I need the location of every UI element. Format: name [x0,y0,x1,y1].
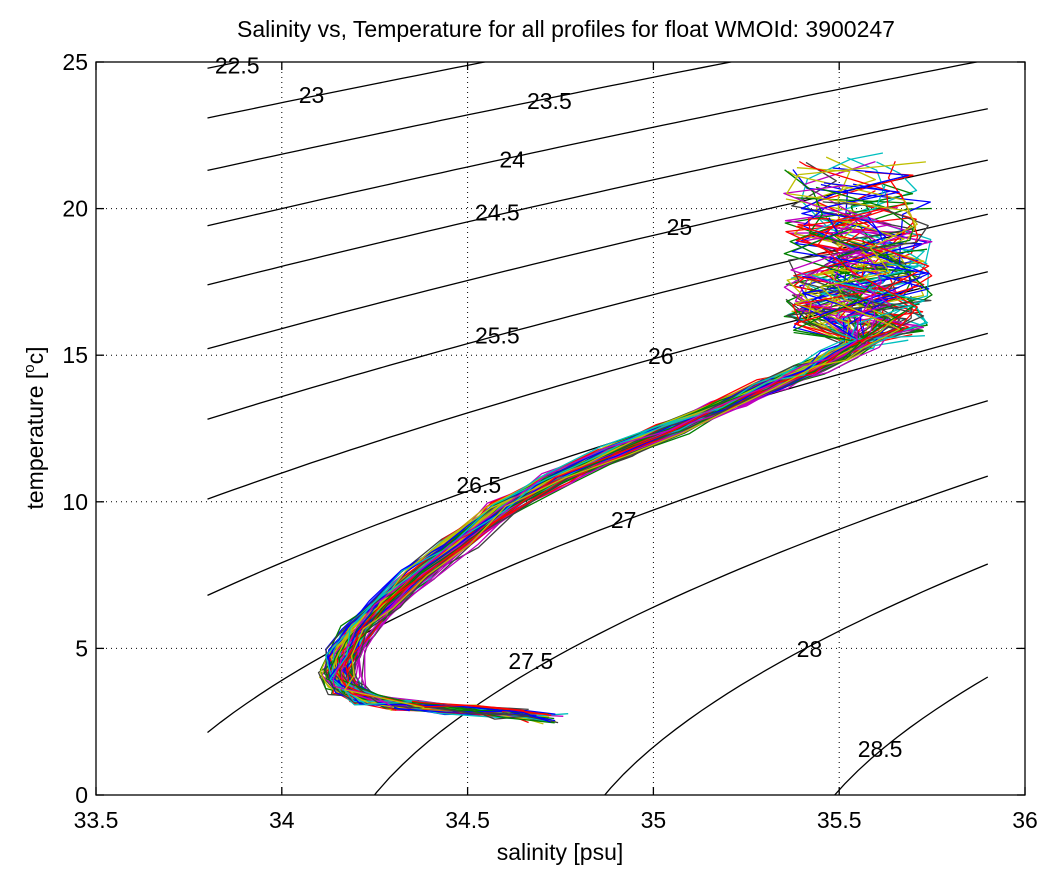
x-tick-label: 35.5 [817,807,862,833]
y-axis-label-sup: o [21,364,38,372]
profile-line [357,260,876,710]
y-tick-label: 25 [62,49,88,75]
profile-line [342,217,930,712]
contour-label-27.5: 27.5 [508,648,553,674]
y-tick-label: 5 [75,635,88,661]
contour-label-24: 24 [499,147,525,173]
density-contour-24.5 [207,108,988,286]
profile-line [336,193,918,716]
profile-line [330,250,875,714]
x-tick-label: 34 [269,807,295,833]
profile-line [325,169,933,724]
profile-line [338,228,874,707]
chart-title: Salinity vs, Temperature for all profile… [237,16,895,42]
profile-line [329,336,855,716]
profile-line [329,329,858,706]
profile-line [325,161,913,705]
profile-line [344,216,914,715]
density-contour-23 [207,62,489,119]
profile-line [329,338,860,705]
y-tick-label: 0 [75,782,88,808]
density-contour-24 [207,62,980,227]
y-tick-label: 10 [62,489,88,515]
profile-line [327,336,855,722]
y-tick-label: 15 [62,342,88,368]
contour-label-24.5: 24.5 [475,199,520,225]
profile-line [336,242,922,712]
contour-label-22.5: 22.5 [215,53,260,79]
profile-lines [317,152,933,725]
profile-line [331,335,925,720]
y-axis-label-main: temperature [ [22,372,48,509]
profile-line [335,331,866,720]
contour-label-23: 23 [299,82,325,108]
contour-label-25.5: 25.5 [475,322,520,348]
profile-line [330,309,856,715]
contour-label-25: 25 [667,214,693,240]
density-contour-27.5 [373,475,989,795]
profile-line [347,201,929,717]
contour-label-26.5: 26.5 [456,472,501,498]
grid [96,62,1025,795]
x-tick-label: 33.5 [74,807,119,833]
y-axis-label: temperature [oc] [21,346,48,509]
x-tick-label: 35 [641,807,667,833]
contour-label-27: 27 [611,507,637,533]
profile-line [332,245,874,707]
density-contour-28.5 [833,676,989,795]
profile-line [360,262,922,707]
y-tick-label: 20 [62,196,88,222]
profile-line [335,297,850,708]
profile-line [320,286,915,715]
x-axis-label: salinity [psu] [497,839,624,865]
profile-line [325,274,925,703]
axis-ticks: 33.5 34 34.5 35 35.5 36 0 5 10 15 20 25 [62,49,1037,833]
profile-line [333,273,924,724]
profile-line [349,207,898,707]
profile-line [344,161,926,709]
plot-frame [95,61,1026,796]
profile-line [324,156,912,712]
profile-line [319,235,872,710]
profile-line [334,339,868,702]
y-axis-label-tail: c] [22,346,48,364]
contour-label-28.5: 28.5 [858,736,903,762]
x-tick-label: 36 [1012,807,1038,833]
density-contour-26.5 [207,332,988,596]
density-contours: 22.5 23 23.5 24 24.5 25 25.5 26 26.5 27 27.5 28 28.5 [207,53,989,795]
x-tick-label: 34.5 [445,807,490,833]
contour-label-28: 28 [797,636,823,662]
contour-label-23.5: 23.5 [527,88,572,114]
density-contour-28 [603,563,989,795]
contour-label-26: 26 [648,343,674,369]
density-contour-23.5 [207,62,735,172]
